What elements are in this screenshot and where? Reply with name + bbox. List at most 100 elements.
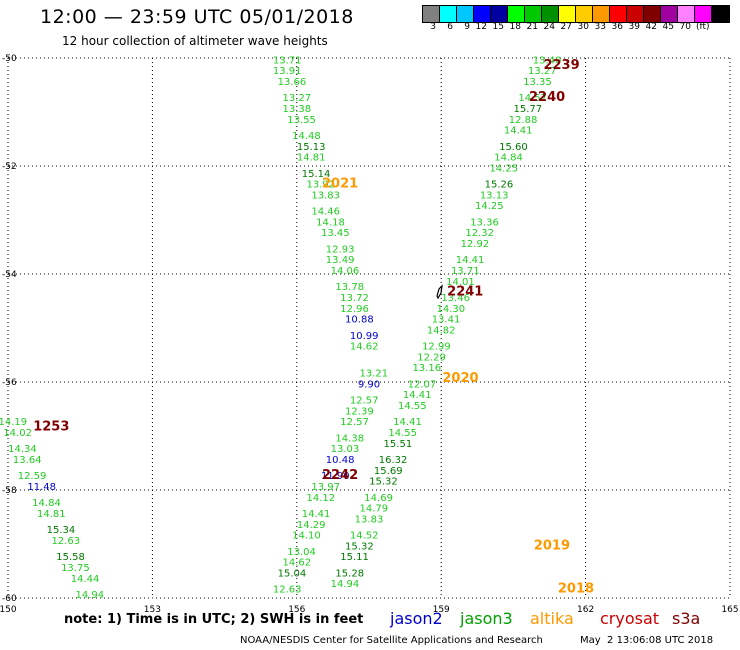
- x-tick-label: 156: [288, 605, 305, 615]
- wave-height-value: 13.16: [412, 363, 441, 374]
- y-tick-label: -52: [2, 162, 17, 172]
- wave-height-value: 13.38: [282, 104, 311, 115]
- color-swatch: [661, 6, 678, 22]
- wave-height-value: 14.44: [71, 574, 100, 585]
- wave-height-value: 15.26: [485, 180, 514, 191]
- axis-tick-layer: 150 153 156 159 162 165 -50 -52 -54 -56 -58 -60: [0, 54, 739, 615]
- wave-height-value: 9.90: [358, 379, 380, 390]
- wave-height-value: 14.52: [350, 531, 379, 542]
- color-swatch: [491, 6, 508, 22]
- wave-height-value: 12.99: [422, 342, 451, 353]
- wave-height-value: 13.72: [340, 293, 369, 304]
- pass-time-label: 2019: [534, 538, 570, 553]
- wave-height-value: 13.41: [432, 315, 461, 326]
- wave-height-value: 12.93: [326, 244, 355, 255]
- color-scale-label: 42: [645, 22, 657, 32]
- wave-height-value: 15.58: [56, 552, 85, 563]
- x-tick-label: 150: [0, 605, 17, 615]
- color-scale-label: 15: [492, 22, 504, 32]
- x-tick-label: 159: [433, 605, 450, 615]
- wave-height-value: 13.91: [273, 66, 302, 77]
- color-swatch: [542, 6, 559, 22]
- landmass-outline: [436, 284, 443, 300]
- wave-height-value: 14.12: [307, 493, 336, 504]
- y-tick-label: -54: [2, 270, 17, 280]
- pass-time-label: 2239: [543, 58, 579, 73]
- wave-height-value: 14.46: [311, 207, 340, 218]
- wave-height-value: 13.55: [287, 115, 316, 126]
- legend-cryosat: cryosat: [600, 609, 660, 628]
- wave-height-value: 14.62: [350, 342, 379, 353]
- page-title: 12:00 — 23:59 UTC 05/01/2018: [40, 6, 354, 28]
- wave-height-value: 15.60: [499, 142, 528, 153]
- y-tick-label: -56: [2, 378, 17, 388]
- wave-height-value: 13.36: [470, 217, 499, 228]
- color-scale-label: 27: [560, 22, 572, 32]
- pass-time-label: 2021: [322, 177, 358, 192]
- wave-height-value: 11.90: [321, 471, 350, 482]
- color-scale-label: 18: [509, 22, 521, 32]
- wave-height-value: 13.04: [287, 547, 316, 558]
- wave-height-values: 13.7113.9113.6613.2713.3813.5514.4815.13…: [0, 55, 561, 601]
- color-scale-label: 30: [577, 22, 589, 32]
- wave-height-value: 14.41: [393, 417, 422, 428]
- wave-height-value: 13.21: [359, 369, 388, 380]
- wave-height-value: 10.48: [326, 455, 355, 466]
- wave-height-value: 13.78: [335, 282, 364, 293]
- wave-height-value: 14.41: [302, 509, 331, 520]
- wave-height-value: 14.38: [335, 433, 364, 444]
- wave-height-value: 13.66: [278, 77, 307, 88]
- page-subtitle: 12 hour collection of altimeter wave hei…: [62, 34, 328, 48]
- wave-height-value: 13.75: [61, 563, 90, 574]
- color-scale-bar: [422, 5, 730, 23]
- color-swatch: [593, 6, 610, 22]
- wave-height-value: 13.71: [273, 55, 302, 66]
- wave-height-value: 12.63: [273, 585, 302, 596]
- wave-height-value: 15.32: [369, 477, 398, 488]
- wave-height-value: 14.25: [475, 201, 504, 212]
- wave-height-value: 15.04: [278, 568, 307, 579]
- wave-height-value: 13.27: [282, 93, 311, 104]
- pass-time-label: 2020: [442, 371, 478, 386]
- wave-height-value: 14.55: [398, 401, 427, 412]
- wave-height-value: 14.84: [494, 153, 523, 164]
- color-swatch: [610, 6, 627, 22]
- color-scale-label: 3: [430, 22, 436, 32]
- wave-height-value: 13.83: [311, 190, 340, 201]
- wave-height-value: 12.96: [340, 304, 369, 315]
- wave-height-value: 15.28: [335, 568, 364, 579]
- wave-height-value: 10.88: [345, 315, 374, 326]
- wave-height-value: 14.82: [427, 325, 456, 336]
- wave-height-value: 11.48: [27, 482, 56, 493]
- wave-height-value: 14.48: [292, 131, 321, 142]
- wave-height-value: 13.35: [523, 77, 552, 88]
- color-scale-label: 70: [679, 22, 691, 32]
- wave-height-value: 15.51: [384, 439, 413, 450]
- wave-height-value: 14.57: [518, 93, 547, 104]
- wave-height-value: 12.07: [408, 379, 437, 390]
- wave-height-value: 14.69: [364, 493, 393, 504]
- wave-height-value: 14.62: [282, 558, 311, 569]
- color-scale-labels: 3 6 9 12 15 18 21 24 27 30 33 36 39 42 45 70 (ft): [422, 22, 720, 34]
- pass-time-label: 1253: [33, 420, 69, 435]
- wave-height-value: 12.32: [465, 228, 494, 239]
- wave-height-value: 15.69: [374, 466, 403, 477]
- wave-height-value: 15.11: [340, 552, 369, 563]
- color-scale-label: 24: [543, 22, 555, 32]
- wave-height-value: 15.34: [47, 525, 76, 536]
- pass-time-label: 2018: [558, 582, 594, 597]
- wave-height-value: 15.77: [514, 104, 543, 115]
- wave-height-value: 14.79: [359, 504, 388, 515]
- color-scale-label: 45: [662, 22, 674, 32]
- pass-time-label: 2242: [322, 468, 358, 483]
- x-tick-label: 153: [144, 605, 161, 615]
- wave-height-value: 12.88: [509, 115, 538, 126]
- wave-height-value: 12.63: [51, 536, 80, 547]
- wave-height-value: 14.55: [388, 428, 417, 439]
- grid-layer: [7, 57, 731, 599]
- wave-height-value: 16.32: [379, 455, 408, 466]
- wave-height-value: 15.14: [302, 169, 331, 180]
- wave-height-value: 13.71: [451, 266, 480, 277]
- legend-altika: altika: [530, 609, 574, 628]
